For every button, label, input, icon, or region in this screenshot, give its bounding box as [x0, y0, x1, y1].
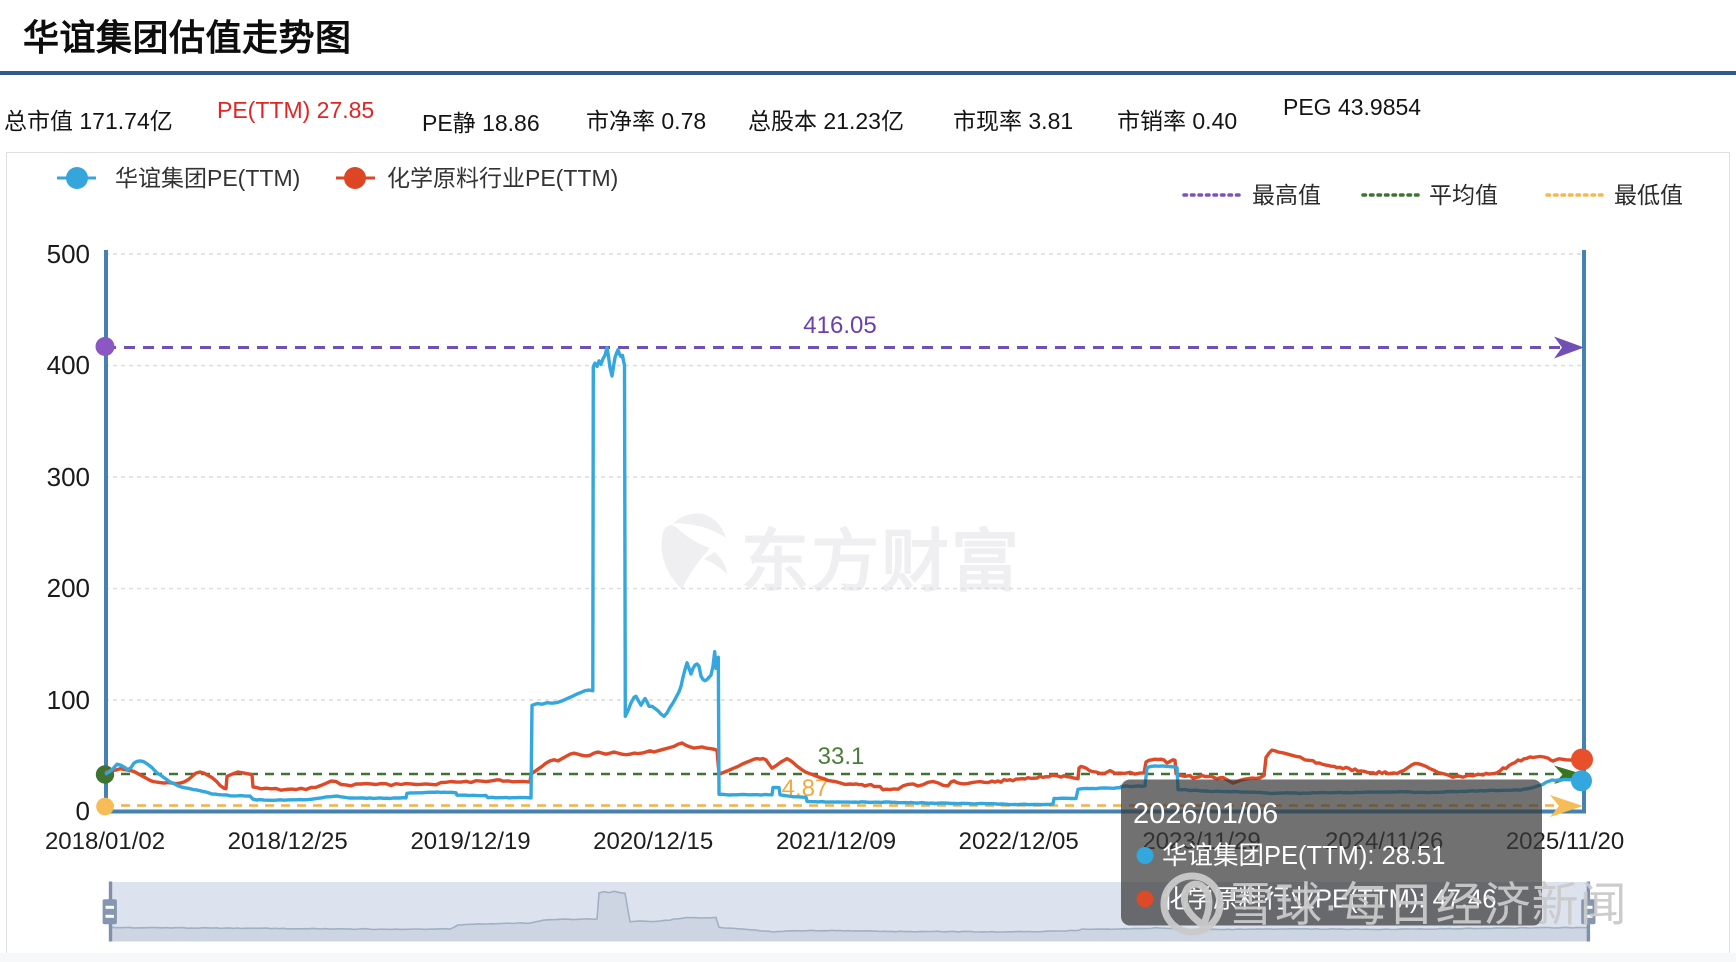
svg-text:化学原料行业PE(TTM): 化学原料行业PE(TTM)	[387, 165, 618, 191]
svg-text:200: 200	[47, 573, 90, 603]
svg-text:400: 400	[47, 350, 90, 380]
svg-text:2018/12/25: 2018/12/25	[228, 828, 348, 855]
svg-text:最低值: 最低值	[1614, 182, 1683, 208]
svg-text:300: 300	[47, 462, 90, 492]
svg-text:2019/12/19: 2019/12/19	[410, 828, 530, 855]
svg-text:东方财富: 东方财富	[741, 524, 1021, 600]
svg-text:华谊集团PE(TTM): 华谊集团PE(TTM)	[115, 165, 300, 191]
svg-text:2026/01/06: 2026/01/06	[1133, 798, 1278, 830]
svg-text:500: 500	[47, 239, 90, 269]
svg-text:最高值: 最高值	[1252, 182, 1321, 208]
svg-text:33.1: 33.1	[818, 743, 865, 770]
svg-text:雪球·每日经济新闻: 雪球·每日经济新闻	[1227, 878, 1628, 931]
svg-text:2018/01/02: 2018/01/02	[45, 828, 165, 855]
svg-text:2020/12/15: 2020/12/15	[593, 828, 713, 855]
svg-text:2021/12/09: 2021/12/09	[776, 828, 896, 855]
svg-text:100: 100	[47, 685, 90, 715]
svg-text:0: 0	[76, 796, 90, 826]
svg-text:平均值: 平均值	[1429, 182, 1498, 208]
svg-text:2022/12/05: 2022/12/05	[959, 828, 1079, 855]
svg-text:华谊集团PE(TTM): 28.51: 华谊集团PE(TTM): 28.51	[1162, 842, 1445, 870]
svg-text:416.05: 416.05	[803, 312, 876, 339]
